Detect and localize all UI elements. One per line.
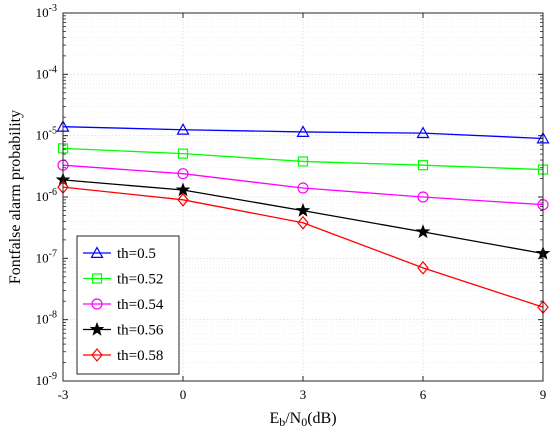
- series-point: [296, 125, 310, 137]
- legend-marker: [90, 246, 104, 258]
- y-tick-labels: 10-9 10-8 10-7 10-6 10-5 10-4 10-3: [36, 3, 57, 388]
- legend-marker: [91, 298, 103, 310]
- y-axis-label: Fontfalse alarm probability: [7, 110, 24, 284]
- x-tick-label: 3: [300, 387, 307, 402]
- y-tick-label: 10-6: [36, 187, 57, 204]
- y-tick-label: 10-8: [36, 310, 57, 327]
- x-label-main: E: [269, 410, 279, 427]
- series-line: [62, 164, 544, 206]
- series-point: [177, 148, 189, 159]
- series-point: [175, 182, 191, 197]
- x-tick-labels: -3 0 3 6 9: [58, 387, 547, 402]
- legend-label: th=0.52: [117, 272, 163, 288]
- x-axis-label: Eb/N0(dB): [269, 410, 336, 429]
- legend-item: th=0.56: [83, 321, 164, 339]
- tick-marks: [62, 12, 544, 382]
- series-line: [62, 126, 544, 140]
- series-point: [295, 202, 311, 217]
- legend-marker: [91, 348, 103, 362]
- x-tick-label: 6: [420, 387, 427, 402]
- series-point: [177, 168, 189, 180]
- x-label-mid: /N: [285, 410, 301, 427]
- y-tick-label: 10-4: [36, 64, 57, 81]
- series-line: [62, 147, 544, 171]
- y-tick-label: 10-9: [36, 371, 57, 388]
- series-line: [62, 186, 544, 308]
- legend-box: [76, 235, 180, 375]
- series-point: [297, 156, 309, 167]
- series-point: [177, 192, 189, 207]
- series-point: [415, 224, 431, 239]
- series-point: [417, 191, 429, 203]
- x-tick-label: -3: [58, 387, 69, 402]
- legend-items: th=0.5 th=0.52 th=0.54 th=0.56 th=0.58: [83, 246, 164, 364]
- y-tick-label: 10-5: [36, 126, 57, 143]
- x-tick-label: 0: [180, 387, 187, 402]
- legend-label: th=0.54: [117, 297, 164, 313]
- series-point: [416, 126, 430, 139]
- legend-marker: [91, 273, 103, 284]
- legend-label: th=0.56: [117, 323, 164, 339]
- series-point: [417, 160, 429, 171]
- y-tick-label: 10-7: [36, 248, 57, 265]
- x-tick-label: 9: [540, 387, 547, 402]
- legend-label: th=0.5: [117, 246, 156, 262]
- legend-item: th=0.5: [83, 246, 156, 262]
- legend: th=0.5 th=0.52 th=0.54 th=0.56 th=0.58: [76, 235, 180, 375]
- series-1: [56, 119, 550, 144]
- x-label-sub1: b: [279, 415, 285, 429]
- x-label-sub2: 0: [301, 415, 307, 429]
- legend-label: th=0.58: [117, 348, 163, 364]
- series-point: [176, 122, 190, 135]
- legend-item: th=0.54: [83, 297, 164, 313]
- legend-marker: [89, 321, 105, 336]
- x-label-tail: (dB): [307, 410, 336, 427]
- series-layer: [55, 119, 550, 315]
- series-point: [297, 182, 309, 194]
- y-tick-label: 10-3: [36, 3, 57, 20]
- series-point: [417, 260, 429, 275]
- series-point: [297, 215, 309, 230]
- legend-item: th=0.52: [83, 272, 163, 288]
- legend-item: th=0.58: [83, 348, 163, 364]
